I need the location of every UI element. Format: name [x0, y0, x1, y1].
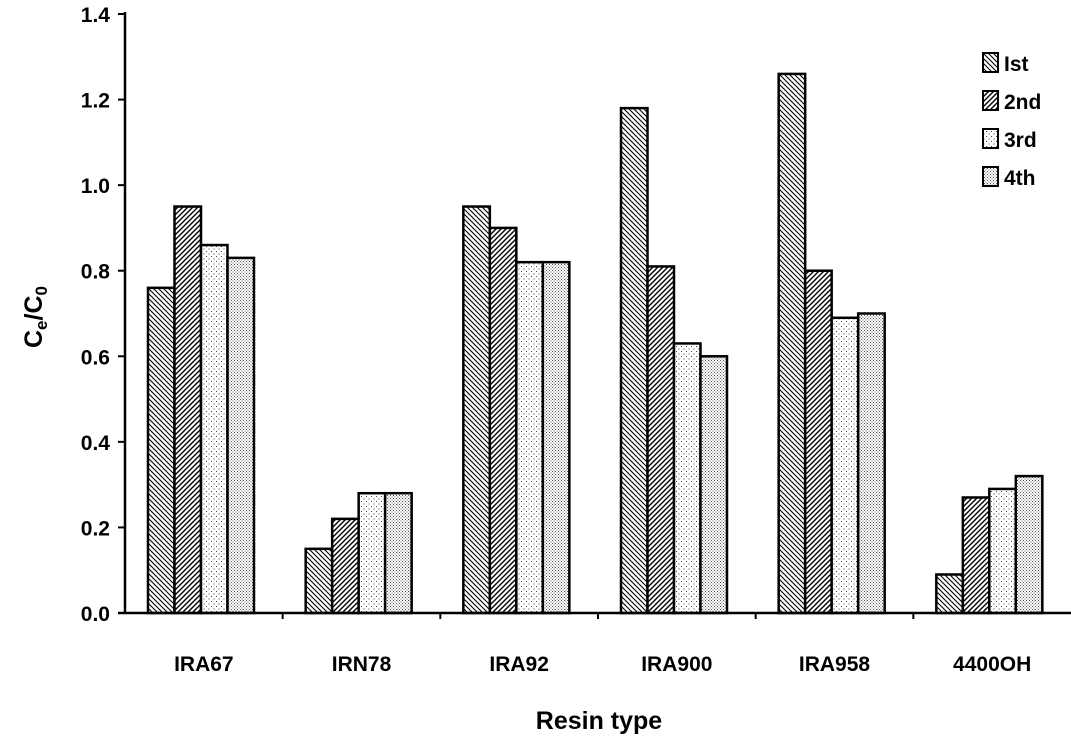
x-tick-label: 4400OH: [953, 653, 1031, 676]
bar-ira958-4th: [856, 312, 886, 615]
bar-ira92-2nd: [488, 226, 518, 615]
x-tick-label: IRA67: [174, 653, 234, 676]
legend-swatch-4th: [982, 166, 999, 187]
y-axis-title: Ce/C0: [20, 286, 51, 348]
y-tick-label: 0.0: [81, 603, 110, 626]
x-tick-label: IRA900: [641, 653, 712, 676]
bar-4400oh-3rd: [988, 487, 1018, 615]
x-tick-label: IRA92: [489, 653, 549, 676]
y-axis-ticks: 0.0 0.2 0.4 0.6 0.8 1.0 1.2 1.4: [81, 4, 125, 626]
legend-label-4th: 4th: [1004, 167, 1036, 190]
legend-label-2nd: 2nd: [1004, 91, 1041, 114]
x-axis-labels: IRA67 IRN78 IRA92 IRA900 IRA958 4400OH: [174, 653, 1031, 676]
axes: [118, 12, 1071, 619]
bar-irn78-2nd: [330, 517, 360, 615]
bar-4400oh-4th: [1014, 474, 1044, 615]
x-tick-label: IRN78: [332, 653, 392, 676]
bar-irn78-ist: [304, 547, 334, 615]
x-axis-title: Resin type: [536, 707, 663, 735]
bar-irn78-4th: [383, 491, 413, 615]
bar-ira900-2nd: [646, 265, 676, 615]
y-tick-label: 1.4: [81, 4, 111, 27]
y-axis-title-sub-0: 0: [32, 286, 51, 295]
bar-ira958-ist: [777, 72, 807, 615]
bar-ira958-3rd: [830, 316, 860, 615]
x-tick-label: IRA958: [799, 653, 871, 676]
bar-ira67-3rd: [199, 243, 229, 615]
bar-ira900-ist: [619, 106, 649, 615]
y-tick-label: 0.4: [81, 432, 111, 455]
legend-label-ist: Ist: [1004, 53, 1029, 76]
bar-ira92-3rd: [515, 260, 545, 615]
bar-4400oh-2nd: [961, 496, 991, 615]
y-tick-label: 0.6: [81, 346, 110, 369]
y-tick-label: 1.2: [81, 90, 110, 113]
legend-swatch-2nd: [982, 90, 999, 111]
legend-swatch-3rd: [982, 128, 999, 149]
legend-label-3rd: 3rd: [1004, 129, 1037, 152]
y-tick-label: 1.0: [81, 175, 110, 198]
bar-ira92-4th: [541, 260, 571, 615]
y-axis-title-main: C: [20, 330, 48, 348]
bar-ira900-4th: [699, 355, 729, 615]
y-tick-label: 0.2: [81, 517, 110, 540]
bar-4400oh-ist: [935, 573, 965, 615]
y-tick-label: 0.8: [81, 261, 111, 284]
bar-ira900-3rd: [672, 342, 702, 615]
legend: Ist 2nd 3rd 4th: [982, 52, 1041, 190]
bar-ira67-4th: [226, 256, 256, 615]
bar-ira958-2nd: [803, 269, 833, 615]
bar-ira67-ist: [146, 286, 176, 615]
bar-ira67-2nd: [173, 205, 203, 615]
y-axis-title-mid: /C: [20, 295, 48, 320]
bar-ira92-ist: [462, 205, 492, 615]
bar-irn78-3rd: [357, 491, 387, 615]
legend-swatch-ist: [982, 52, 999, 73]
y-axis-title-sub-e: e: [32, 320, 51, 329]
bars: [146, 72, 1044, 615]
